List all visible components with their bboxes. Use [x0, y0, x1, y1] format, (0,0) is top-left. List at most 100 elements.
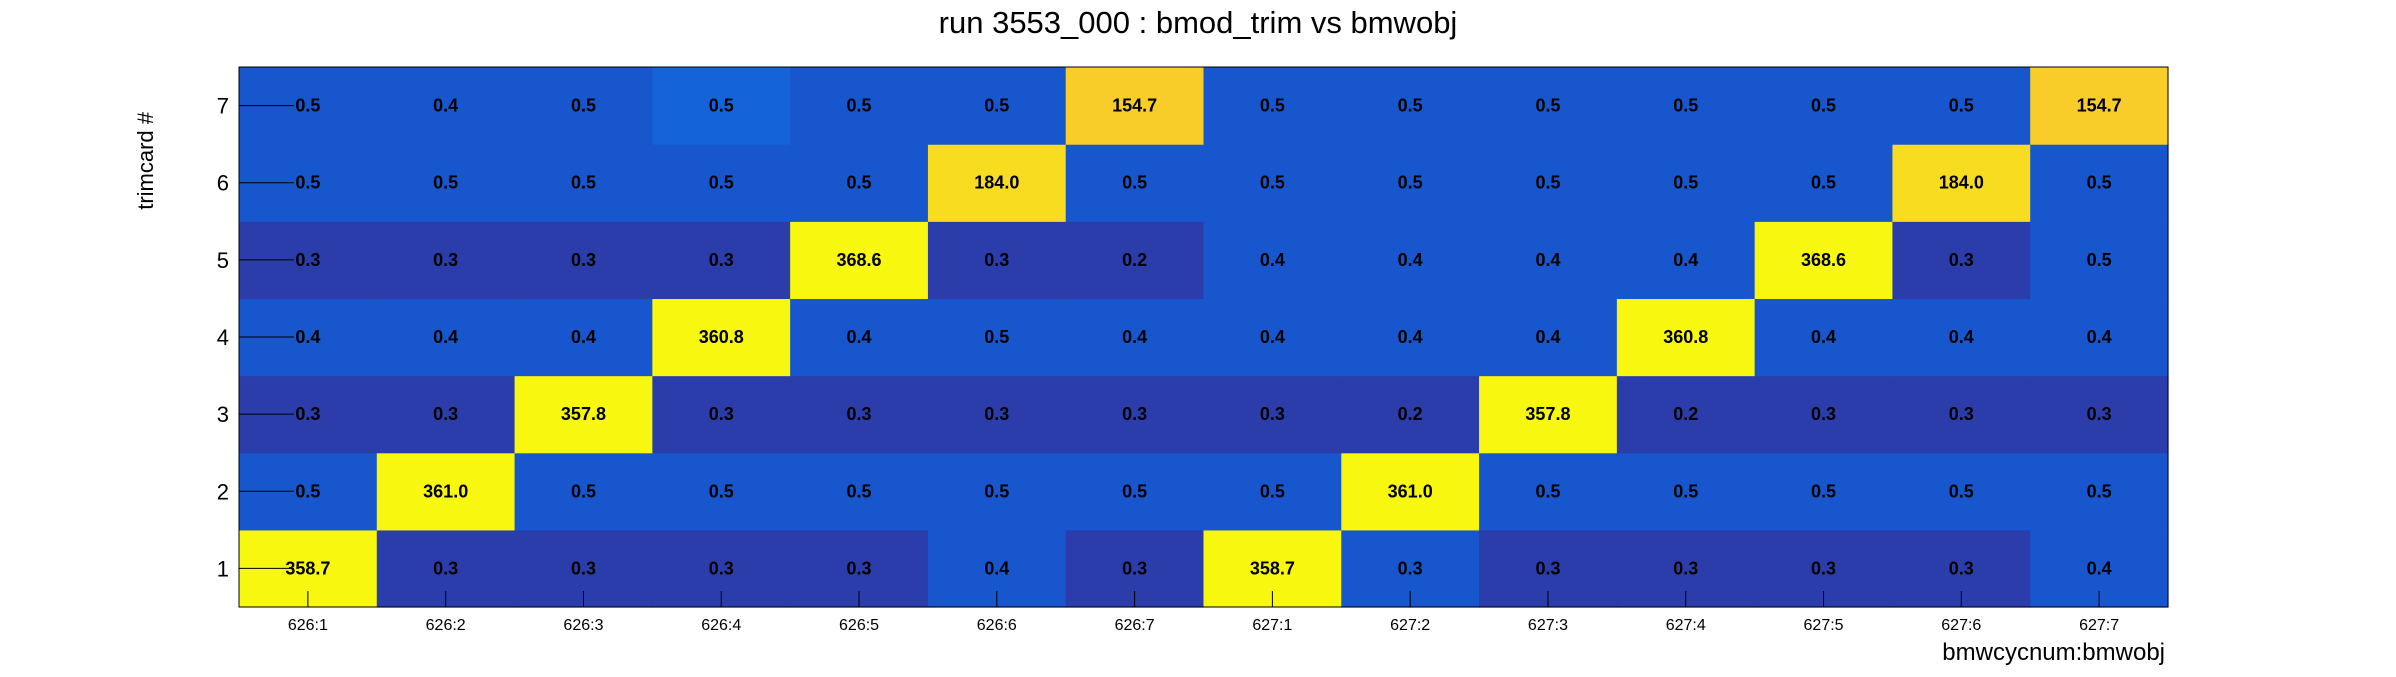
cell-value-label: 368.6 — [1801, 250, 1846, 270]
cell-value-label: 0.3 — [847, 558, 872, 578]
cell-value-label: 0.5 — [2087, 250, 2112, 270]
cell-value-label: 0.4 — [984, 558, 1009, 578]
cell-value-label: 357.8 — [561, 404, 606, 424]
cell-value-label: 0.5 — [1122, 173, 1147, 193]
cell-value-label: 0.5 — [1811, 481, 1836, 501]
heatmap-cell — [1616, 375, 1756, 454]
heatmap-cell — [927, 144, 1067, 222]
x-axis-title: bmwcycnum:bmwobj — [1942, 639, 2165, 666]
heatmap-cell — [1341, 452, 1480, 531]
heatmap-cell — [1892, 452, 2031, 531]
cell-value-label: 0.5 — [1535, 173, 1560, 193]
heatmap-cell — [927, 375, 1067, 454]
heatmap-cell — [652, 221, 791, 300]
x-tick-label: 627:6 — [1941, 617, 1981, 634]
heatmap-cell — [790, 144, 929, 222]
cell-value-label: 0.5 — [709, 481, 734, 501]
x-tick-label: 626:6 — [977, 617, 1017, 634]
cell-value-label: 0.3 — [571, 558, 596, 578]
cell-value-label: 0.4 — [2087, 558, 2112, 578]
heatmap-cell — [376, 375, 516, 454]
heatmap-cell — [1754, 452, 1894, 531]
heatmap-cell — [1203, 452, 1342, 531]
heatmap-cell — [2030, 144, 2169, 222]
cell-value-label: 0.5 — [1811, 96, 1836, 116]
axes: 626:1 626:2 626:3 626:4 626:5 626:6 626:7 627:1… — [217, 66, 2169, 634]
heatmap-cell — [1754, 144, 1894, 222]
cell-value-label: 0.3 — [1949, 250, 1974, 270]
heatmap-cell — [376, 221, 516, 300]
cell-value-label: 0.3 — [1673, 558, 1698, 578]
cell-value-label: 0.5 — [295, 481, 320, 501]
heatmap-cell — [1479, 298, 1618, 377]
x-tick-label: 626:4 — [701, 617, 741, 634]
cell-value-label: 0.5 — [1260, 96, 1285, 116]
cell-value-label: 0.4 — [1260, 327, 1285, 347]
heatmap-cell — [927, 298, 1067, 377]
cell-value-label: 357.8 — [1525, 404, 1570, 424]
heatmap-cell — [1616, 452, 1756, 531]
y-tick-label: 2 — [217, 479, 229, 504]
cell-value-label: 184.0 — [1939, 173, 1984, 193]
heatmap-cell — [2030, 67, 2169, 145]
cell-value-label: 0.4 — [1260, 250, 1285, 270]
cell-value-label: 0.3 — [1535, 558, 1560, 578]
cell-value-label: 368.6 — [837, 250, 882, 270]
cell-value-label: 0.3 — [1122, 558, 1147, 578]
y-axis-title: trimcard # — [133, 111, 158, 210]
heatmap-cell — [376, 67, 516, 145]
heatmap-cell — [1341, 298, 1480, 377]
cell-value-label: 0.5 — [2087, 481, 2112, 501]
cell-value-label: 0.5 — [984, 327, 1009, 347]
cell-value-label: 0.5 — [1673, 96, 1698, 116]
y-tick-label: 6 — [217, 171, 229, 196]
heatmap-cell — [652, 144, 791, 222]
heatmap-cell — [514, 375, 653, 454]
heatmap-cell — [1203, 221, 1342, 300]
cell-value-label: 360.8 — [699, 327, 744, 347]
heatmap-cell — [1754, 375, 1894, 454]
cell-value-label: 0.5 — [1673, 481, 1698, 501]
heatmap-cell — [790, 221, 929, 300]
cell-value-label: 0.5 — [1398, 96, 1423, 116]
cell-value-label: 0.5 — [1535, 96, 1560, 116]
cell-value-label: 0.5 — [1535, 481, 1560, 501]
cell-value-label: 0.2 — [1122, 250, 1147, 270]
x-tick-label: 627:5 — [1804, 617, 1844, 634]
cell-value-label: 0.4 — [1398, 250, 1423, 270]
cell-value-label: 0.3 — [1122, 404, 1147, 424]
heatmap-cell — [2030, 298, 2169, 377]
cell-value-label: 0.3 — [1398, 558, 1423, 578]
cell-value-label: 0.5 — [295, 173, 320, 193]
heatmap-cell — [1616, 221, 1756, 300]
cell-value-label: 360.8 — [1663, 327, 1708, 347]
cell-value-label: 0.5 — [2087, 173, 2112, 193]
cell-value-label: 0.4 — [1535, 327, 1560, 347]
cell-value-label: 0.4 — [1398, 327, 1423, 347]
heatmap-cell — [1479, 221, 1618, 300]
cell-value-label: 0.3 — [709, 404, 734, 424]
cell-value-label: 0.5 — [1673, 173, 1698, 193]
x-tick-label: 627:4 — [1666, 617, 1706, 634]
heatmap-cell — [2030, 221, 2169, 300]
y-tick-label: 5 — [217, 248, 229, 273]
heatmap-cell — [1341, 144, 1480, 222]
heatmap-cell — [1065, 452, 1205, 531]
cell-value-label: 0.4 — [1811, 327, 1836, 347]
heatmap-cell — [1892, 67, 2031, 145]
heatmap-cell — [1341, 67, 1480, 145]
y-tick-label: 3 — [217, 402, 229, 427]
cell-value-label: 0.3 — [1949, 404, 1974, 424]
cell-value-label: 0.5 — [1949, 481, 1974, 501]
heatmap-cell — [514, 221, 653, 300]
heatmap-cell — [652, 452, 791, 531]
cell-value-label: 0.5 — [984, 481, 1009, 501]
heatmap-cell — [1065, 298, 1205, 377]
cell-value-label: 0.5 — [984, 96, 1009, 116]
cell-value-label: 0.4 — [847, 327, 872, 347]
cell-value-label: 0.3 — [1811, 404, 1836, 424]
x-tick-label: 626:7 — [1115, 617, 1155, 634]
cell-value-label: 0.5 — [847, 173, 872, 193]
